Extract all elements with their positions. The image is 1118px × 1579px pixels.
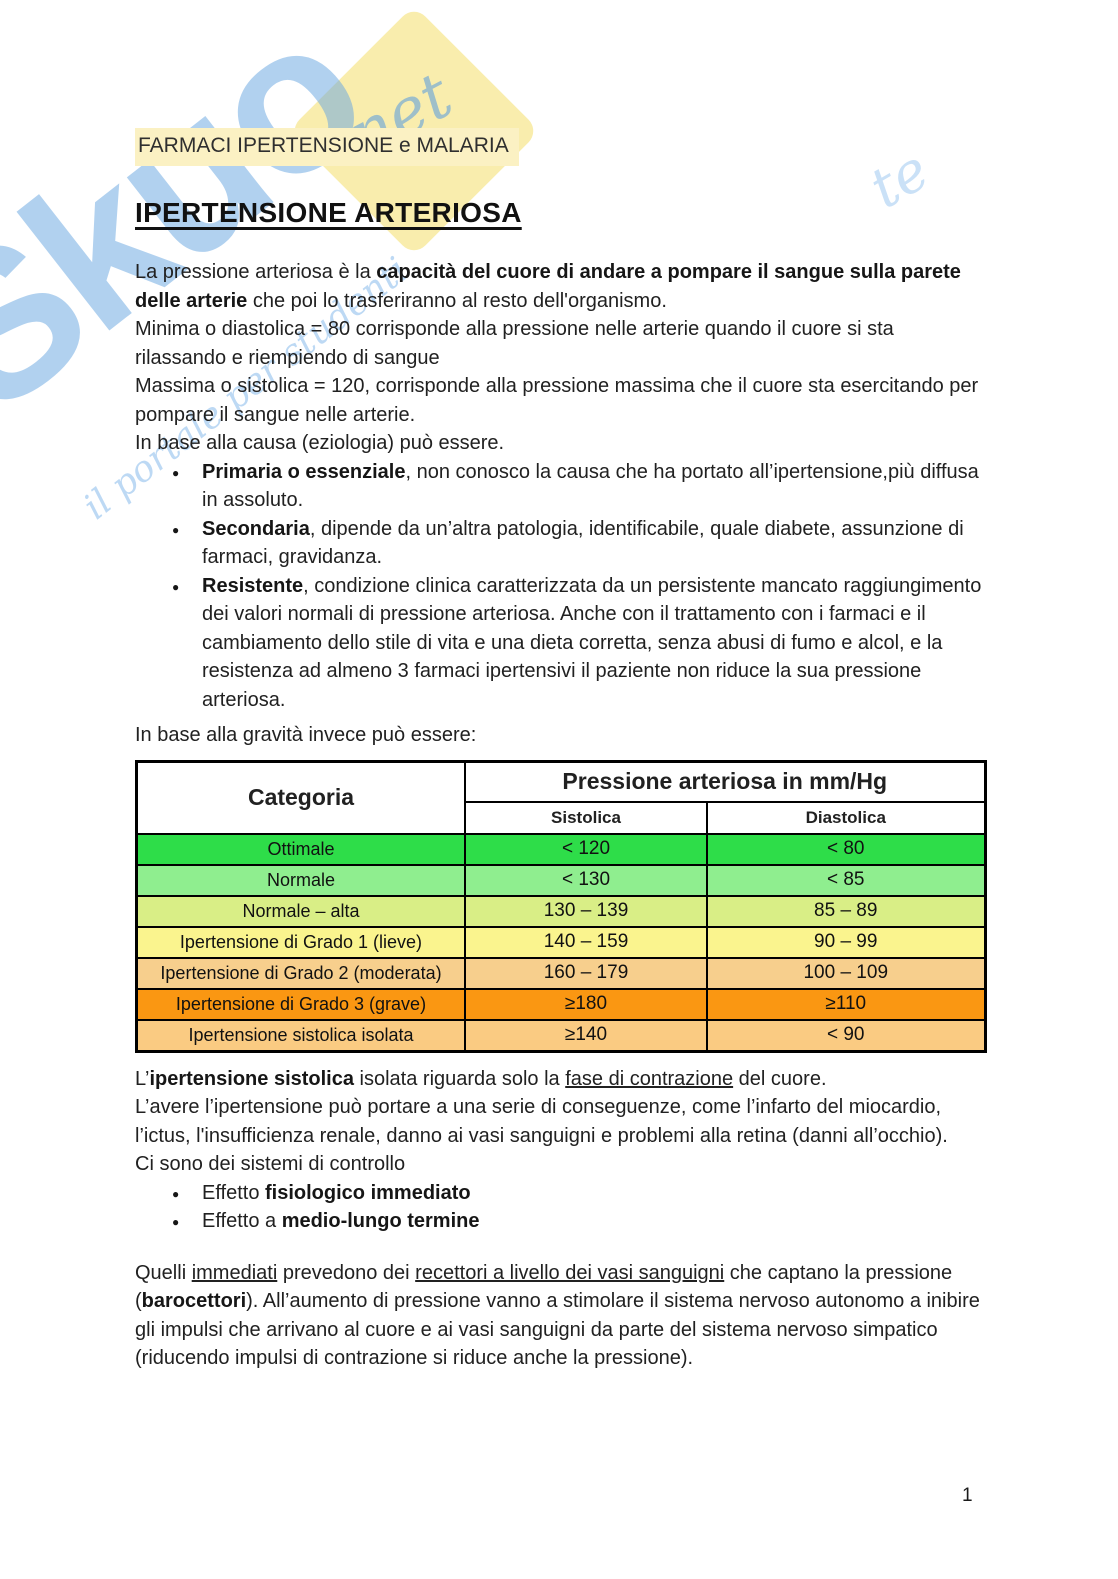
- systolic-cell: < 130: [464, 863, 708, 897]
- text-segment-bold: barocettori: [141, 1290, 247, 1312]
- diastolic-cell: 100 – 109: [706, 956, 986, 990]
- bullet-secondaria: Secondaria, dipende da un’altra patologi…: [135, 515, 987, 572]
- text-segment: isolata riguarda solo la: [353, 1067, 566, 1090]
- document-title-highlighted: FARMACI IPERTENSIONE e MALARIA: [135, 128, 519, 166]
- final-paragraph: Quelli immediati prevedono dei recettori…: [135, 1259, 987, 1373]
- text-segment-bold: capacità del cuore di andare a pompare i…: [135, 261, 961, 312]
- page-number: 1: [962, 1485, 973, 1506]
- table-header-row-1: Categoria Pressione arteriosa in mm/Hg: [135, 760, 986, 835]
- section-heading: IPERTENSIONE ARTERIOSA: [135, 196, 522, 228]
- systolic-cell: ≥180: [464, 987, 708, 1021]
- intro-paragraph-2: Minima o diastolica = 80 corrisponde all…: [135, 318, 894, 369]
- diastolic-cell: ≥110: [706, 987, 986, 1021]
- after-paragraph-2: L’avere l’ipertensione può portare a una…: [135, 1096, 948, 1147]
- intro-block: La pressione arteriosa è la capacità del…: [135, 258, 987, 458]
- text-segment-bold: medio-lungo termine: [281, 1210, 480, 1232]
- text-segment-underline: fase di contrazione: [565, 1067, 734, 1090]
- after-table-block: L’ipertensione sistolica isolata riguard…: [135, 1065, 987, 1179]
- diastolic-cell: 90 – 99: [706, 925, 986, 959]
- table-row-grado-1: Ipertensione di Grado 1 (lieve) 140 – 15…: [135, 925, 986, 959]
- after-paragraph-3: Ci sono dei sistemi di controllo: [135, 1153, 406, 1175]
- after-paragraph-1: L’ipertensione sistolica isolata riguard…: [135, 1065, 987, 1094]
- bullet-primaria: Primaria o essenziale, non conosco la ca…: [135, 458, 987, 515]
- etiology-bullet-list: Primaria o essenziale, non conosco la ca…: [135, 458, 987, 715]
- table-row-ottimale: Ottimale < 120 < 80: [135, 832, 986, 866]
- text-segment-bold: Resistente: [202, 574, 304, 597]
- diastolic-cell: 85 – 89: [706, 894, 986, 928]
- table-row-sistolica-isolata: Ipertensione sistolica isolata ≥140 < 90: [135, 1018, 986, 1052]
- intro-paragraph-1: La pressione arteriosa è la capacità del…: [135, 258, 987, 315]
- table-row-grado-3: Ipertensione di Grado 3 (grave) ≥180 ≥11…: [135, 987, 986, 1021]
- control-bullet-list: Effetto fisiologico immediato Effetto a …: [135, 1179, 987, 1236]
- diastolic-cell: < 80: [706, 832, 986, 866]
- category-cell: Ipertensione sistolica isolata: [135, 1018, 466, 1052]
- diastolic-cell: < 90: [706, 1018, 986, 1052]
- text-segment: Quelli: [135, 1261, 192, 1284]
- bullet-effetto-medio-lungo: Effetto a medio-lungo termine: [135, 1207, 987, 1236]
- systolic-cell: 130 – 139: [464, 894, 708, 928]
- category-cell: Ipertensione di Grado 1 (lieve): [135, 925, 466, 959]
- text-segment: ). All’aumento di pressione vanno a stim…: [135, 1290, 980, 1369]
- title-row: FARMACI IPERTENSIONE e MALARIA: [135, 128, 987, 166]
- category-cell: Normale – alta: [135, 894, 466, 928]
- column-header-categoria: Categoria: [135, 760, 466, 835]
- text-segment: che captano la pressione (: [135, 1261, 953, 1313]
- column-header-diastolica: Diastolica: [706, 800, 986, 835]
- text-segment: del cuore.: [733, 1067, 827, 1090]
- table-row-normale-alta: Normale – alta 130 – 139 85 – 89: [135, 894, 986, 928]
- systolic-cell: < 120: [464, 832, 708, 866]
- diastolic-cell: < 85: [706, 863, 986, 897]
- table-row-normale: Normale < 130 < 85: [135, 863, 986, 897]
- document-content: FARMACI IPERTENSIONE e MALARIA IPERTENSI…: [135, 0, 987, 1373]
- systolic-cell: 160 – 179: [464, 956, 708, 990]
- table-header-row-2: Sistolica Diastolica: [137, 800, 986, 835]
- text-segment: L’: [135, 1067, 150, 1090]
- text-segment-bold: ipertensione sistolica: [149, 1067, 354, 1090]
- text-segment: , non conosco la causa che ha portato al…: [202, 460, 979, 512]
- text-segment-bold: Primaria o essenziale: [202, 460, 406, 483]
- text-segment-underline: recettori a livello dei vasi sanguigni: [415, 1261, 725, 1284]
- blood-pressure-table: Categoria Pressione arteriosa in mm/Hg S…: [135, 759, 987, 1053]
- systolic-cell: 140 – 159: [464, 925, 708, 959]
- category-cell: Ottimale: [135, 832, 466, 866]
- text-segment: Effetto a: [202, 1210, 282, 1232]
- bullet-effetto-immediato: Effetto fisiologico immediato: [135, 1179, 987, 1207]
- text-segment-bold: fisiologico immediato: [265, 1181, 471, 1204]
- column-header-pressure: Pressione arteriosa in mm/Hg: [464, 760, 986, 803]
- systolic-cell: ≥140: [464, 1018, 708, 1052]
- text-segment: prevedono dei: [277, 1261, 416, 1284]
- text-segment: che poi lo trasferiranno al resto dell'o…: [247, 289, 667, 312]
- category-cell: Ipertensione di Grado 2 (moderata): [135, 956, 466, 990]
- text-segment-underline: immediati: [191, 1261, 278, 1284]
- intro-paragraph-3: Massima o sistolica = 120, corrisponde a…: [135, 375, 979, 426]
- intro-paragraph-4: In base alla causa (eziologia) può esser…: [135, 432, 505, 454]
- text-segment: La pressione arteriosa è la: [135, 261, 377, 283]
- category-cell: Ipertensione di Grado 3 (grave): [135, 987, 466, 1021]
- column-header-sistolica: Sistolica: [464, 800, 708, 835]
- text-segment-bold: Secondaria: [202, 517, 310, 540]
- gravity-intro-line: In base alla gravità invece può essere:: [135, 724, 477, 746]
- category-cell: Normale: [135, 863, 466, 897]
- text-segment: , dipende da un’altra patologia, identif…: [202, 517, 964, 569]
- text-segment: Effetto: [202, 1181, 266, 1204]
- bullet-resistente: Resistente, condizione clinica caratteri…: [135, 572, 987, 715]
- table-row-grado-2: Ipertensione di Grado 2 (moderata) 160 –…: [135, 956, 986, 990]
- text-segment: , condizione clinica caratterizzata da u…: [202, 574, 982, 711]
